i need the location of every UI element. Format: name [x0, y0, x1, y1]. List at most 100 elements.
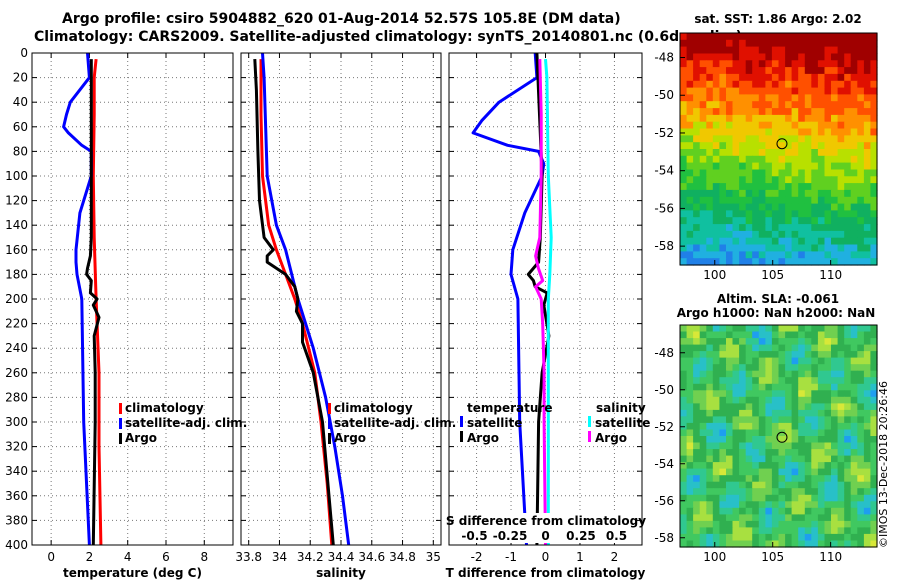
map-cell [686, 325, 694, 333]
map-cell [693, 494, 701, 502]
map-cell [712, 455, 720, 463]
map-cell [693, 114, 701, 123]
map-cell [811, 46, 819, 54]
map-cell [837, 128, 845, 136]
map-cell [686, 46, 694, 54]
map-cell [778, 73, 786, 82]
map-cell [680, 520, 688, 528]
map-cell [778, 46, 786, 54]
map-cell [719, 237, 727, 246]
map-cell [712, 481, 720, 489]
map-cell [712, 403, 720, 411]
map-cell [771, 449, 780, 457]
map-cell [857, 357, 865, 365]
map-cell [798, 142, 806, 150]
map-cell [791, 475, 799, 483]
map-cell [824, 520, 832, 528]
map-cell [811, 338, 819, 346]
map-cell [811, 73, 819, 82]
y-tick-label: 180 [5, 267, 28, 281]
map-cell [850, 237, 858, 246]
map-cell [778, 540, 786, 548]
map-cell [765, 507, 773, 515]
map-cell [785, 33, 793, 41]
map-cell [857, 331, 865, 339]
legend-heading: temperature [467, 401, 552, 415]
map-cell [831, 338, 839, 346]
map-cell [719, 357, 727, 365]
sla-map-title: Altim. SLA: -0.061 [717, 292, 839, 306]
map-cell [758, 455, 766, 463]
map-cell [811, 494, 819, 502]
map-cell [745, 217, 753, 225]
map-cell [837, 217, 845, 225]
map-cell [706, 429, 714, 437]
map-cell [831, 121, 839, 130]
map-cell [699, 507, 707, 515]
map-cell [699, 217, 707, 225]
map-cell [680, 331, 688, 339]
map-cell [844, 390, 852, 398]
map-cell [831, 494, 839, 502]
map-cell [726, 67, 734, 75]
map-cell [870, 101, 878, 109]
map-cell [857, 429, 865, 437]
map-cell [804, 67, 812, 75]
map-cell [726, 183, 734, 191]
map-cell [712, 501, 720, 509]
map-cell [824, 416, 832, 424]
map-cell [857, 338, 865, 346]
map-cell [752, 73, 760, 82]
map-cell [798, 33, 806, 41]
map-cell [745, 203, 753, 211]
map-cell [719, 33, 727, 41]
map-cell [726, 162, 734, 170]
map-cell [765, 403, 773, 411]
map-cell [732, 455, 740, 463]
map-cell [758, 501, 766, 509]
map-cell [824, 258, 832, 266]
map-cell [726, 135, 734, 143]
map-cell [719, 416, 727, 424]
map-cell [693, 338, 701, 346]
map-cell [732, 237, 740, 246]
map-cell [857, 468, 865, 476]
map-cell [739, 67, 747, 75]
map-cell [726, 244, 734, 252]
map-cell [804, 224, 812, 232]
map-cell [693, 436, 701, 444]
map-cell [778, 39, 786, 48]
map-cell [857, 383, 865, 391]
map-cell [857, 46, 865, 54]
map-cell [831, 53, 839, 61]
map-cell [863, 338, 872, 346]
map-cell [778, 33, 786, 41]
map-cell [732, 33, 740, 41]
map-cell [791, 527, 799, 535]
map-cell [765, 114, 773, 123]
map-cell [863, 488, 872, 496]
map-cell [804, 149, 812, 157]
x-tick-label: 4 [124, 550, 132, 564]
map-cell [824, 101, 832, 109]
map-cell [706, 80, 714, 89]
map-cell [686, 142, 694, 150]
map-cell [680, 501, 688, 509]
map-cell [719, 396, 727, 404]
map-cell [798, 101, 806, 109]
map-cell [863, 39, 872, 48]
map-cell [680, 80, 688, 89]
map-cell [752, 422, 760, 430]
map-cell [837, 468, 845, 476]
map-cell [837, 325, 845, 333]
map-cell [870, 455, 878, 463]
map-cell [693, 135, 701, 143]
map-cell [791, 514, 799, 522]
map-cell [680, 162, 688, 170]
map-cell [811, 520, 819, 528]
map-cell [719, 481, 727, 489]
map-cell [837, 224, 845, 232]
map-cell [686, 416, 694, 424]
map-cell [758, 230, 766, 239]
map-cell [850, 540, 858, 548]
